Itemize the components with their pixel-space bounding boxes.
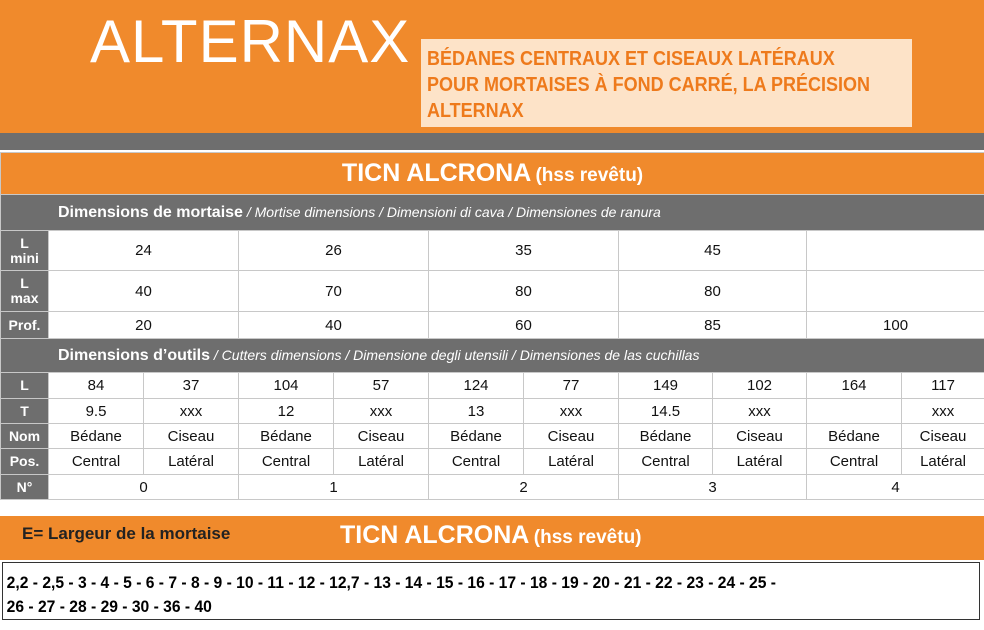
cell: 104 <box>238 372 334 399</box>
sizes-box: 2,2 - 2,5 - 3 - 4 - 5 - 6 - 7 - 8 - 9 - … <box>2 562 980 620</box>
subtitle-line: POUR MORTAISES À FOND CARRÉ, LA PRÉCISIO… <box>427 74 871 96</box>
cell: xxx <box>523 398 619 424</box>
cell: 12 <box>238 398 334 424</box>
bottom-title: TICN ALCRONA (hss revêtu) <box>340 521 642 550</box>
cell: 80 <box>428 270 619 312</box>
cell <box>806 398 902 424</box>
cell: Ciseau <box>900 423 984 449</box>
cell: 26 <box>238 230 429 271</box>
row-head-l: L <box>0 372 49 399</box>
tools-section-header: Dimensions d’outils / Cutters dimensions… <box>0 338 984 373</box>
cell: Latéral <box>143 448 239 475</box>
cell: Central <box>806 448 902 475</box>
cell: 37 <box>143 372 239 399</box>
cell: Ciseau <box>712 423 807 449</box>
cell: Ciseau <box>143 423 239 449</box>
cell: 40 <box>238 311 429 339</box>
row-head-nom: Nom <box>0 423 49 449</box>
cell: 164 <box>806 372 902 399</box>
tools-section-translations: / Cutters dimensions / Dimensione degli … <box>210 346 700 363</box>
cell: Ciseau <box>523 423 619 449</box>
cell: Bédane <box>238 423 334 449</box>
table-title-sub: (hss revêtu) <box>535 165 644 186</box>
cell: 35 <box>428 230 619 271</box>
cell: xxx <box>143 398 239 424</box>
cell: xxx <box>333 398 429 424</box>
brand-title: ALTERNAX <box>90 8 411 75</box>
cell: 70 <box>238 270 429 312</box>
cell: 3 <box>618 474 807 500</box>
cell: 85 <box>618 311 807 339</box>
cell: Latéral <box>712 448 807 475</box>
cell: Central <box>238 448 334 475</box>
cell: Central <box>618 448 713 475</box>
cell: 102 <box>712 372 807 399</box>
cell: Bédane <box>806 423 902 449</box>
mortise-section-label: Dimensions de mortaise <box>58 203 243 221</box>
cell: 117 <box>900 372 984 399</box>
cell: xxx <box>712 398 807 424</box>
row-head-pos: Pos. <box>0 448 49 475</box>
bottom-title-sub: (hss revêtu) <box>533 527 642 548</box>
cell: Bédane <box>618 423 713 449</box>
cell: Bédane <box>48 423 144 449</box>
cell: Bédane <box>428 423 524 449</box>
cell: Latéral <box>333 448 429 475</box>
cell: Latéral <box>900 448 984 475</box>
cell: 1 <box>238 474 429 500</box>
table-title-main: TICN ALCRONA <box>341 159 532 187</box>
cell <box>805 270 984 312</box>
sizes-line: 26 - 27 - 28 - 29 - 30 - 36 - 40 <box>6 597 212 616</box>
subtitle-line: BÉDANES CENTRAUX ET CISEAUX LATÉRAUX <box>427 48 835 70</box>
cell: 45 <box>618 230 807 271</box>
cell: 84 <box>48 372 144 399</box>
cell: 80 <box>618 270 807 312</box>
cell: 60 <box>428 311 619 339</box>
cell: 77 <box>523 372 619 399</box>
row-head-t: T <box>0 398 49 424</box>
row-head-number: N° <box>0 474 49 500</box>
cell: 24 <box>48 230 239 271</box>
cell: 9.5 <box>48 398 144 424</box>
table-title: TICN ALCRONA (hss revêtu) <box>0 152 984 195</box>
header-gray-stripe <box>0 133 984 150</box>
cell: 40 <box>48 270 239 312</box>
cell: 2 <box>428 474 619 500</box>
row-head-prof: Prof. <box>0 311 49 339</box>
cell: 14.5 <box>618 398 713 424</box>
cell: 4 <box>805 474 984 500</box>
cell: Central <box>428 448 524 475</box>
bottom-banner <box>0 516 984 560</box>
cell: Ciseau <box>333 423 429 449</box>
cell: 13 <box>428 398 524 424</box>
cell: 0 <box>48 474 239 500</box>
mortise-section-translations: / Mortise dimensions / Dimensioni di cav… <box>242 203 661 220</box>
tools-section-label: Dimensions d’outils <box>58 346 211 364</box>
mortise-section-header: Dimensions de mortaise / Mortise dimensi… <box>0 194 984 231</box>
cell: Latéral <box>523 448 619 475</box>
sizes-line: 2,2 - 2,5 - 3 - 4 - 5 - 6 - 7 - 8 - 9 - … <box>6 573 777 592</box>
cell: 149 <box>618 372 713 399</box>
cell: 57 <box>333 372 429 399</box>
width-label: E= Largeur de la mortaise <box>22 524 231 543</box>
bottom-title-main: TICN ALCRONA <box>340 521 530 549</box>
cell: 124 <box>428 372 524 399</box>
subtitle-box: BÉDANES CENTRAUX ET CISEAUX LATÉRAUX POU… <box>421 39 912 127</box>
subtitle-line: ALTERNAX <box>427 100 524 122</box>
cell: Central <box>48 448 144 475</box>
spec-table: TICN ALCRONA (hss revêtu) Dimensions de … <box>0 152 984 500</box>
cell <box>805 230 984 271</box>
cell: 20 <box>48 311 239 339</box>
cell: 100 <box>805 311 984 339</box>
cell: xxx <box>900 398 984 424</box>
